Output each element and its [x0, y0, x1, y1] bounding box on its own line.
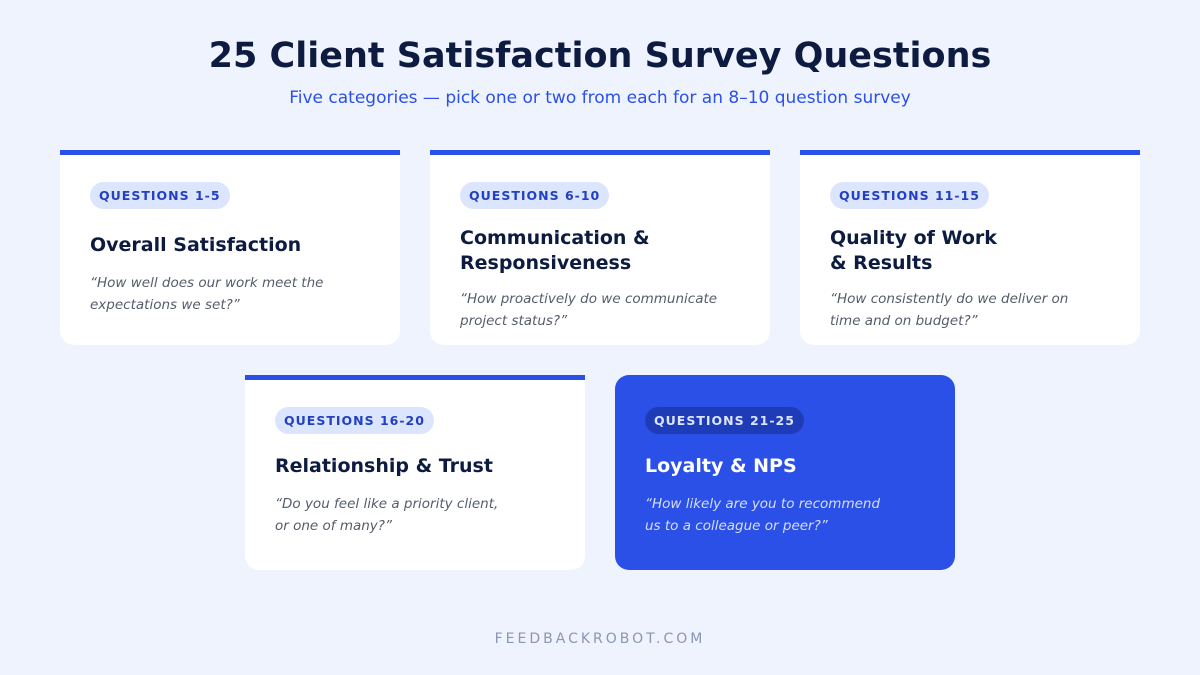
card-quote: “Do you feel like a priority client, or …	[275, 496, 499, 534]
card-title: Loyalty & NPS	[645, 455, 797, 477]
badge: QUESTIONS 6-10	[460, 182, 610, 209]
category-card: QUESTIONS 11-15 Quality of Work & Result…	[800, 150, 1140, 345]
category-card: QUESTIONS 16-20 Relationship & Trust “Do…	[245, 375, 585, 570]
page-title: 25 Client Satisfaction Survey Questions	[208, 36, 992, 76]
page-subtitle: Five categories — pick one or two from e…	[289, 88, 911, 108]
card-quote: “How proactively do we communicate proje…	[460, 291, 718, 329]
footer: FEEDBACKROBOT.COM	[494, 631, 706, 647]
card-quote: “How likely are you to recommend us to a…	[645, 496, 881, 534]
card-quote: “How consistently do we deliver on time …	[830, 291, 1069, 329]
highlight-card: QUESTIONS 21-25 Loyalty & NPS “How likel…	[615, 375, 955, 570]
card-title: Overall Satisfaction	[90, 234, 302, 256]
badge: QUESTIONS 21-25	[645, 407, 804, 434]
badge: QUESTIONS 11-15	[830, 182, 989, 209]
card-title: Relationship & Trust	[275, 455, 493, 477]
card-title: Quality of Work & Results	[830, 227, 997, 274]
card-quote: “How well does our work meet the expecta…	[90, 275, 324, 313]
category-card: QUESTIONS 1-5 Overall Satisfaction “How …	[60, 150, 400, 345]
badge: QUESTIONS 1-5	[90, 182, 230, 209]
card-title: Communication & Responsiveness	[460, 227, 650, 274]
badge: QUESTIONS 16-20	[275, 407, 434, 434]
category-card: QUESTIONS 6-10 Communication & Responsiv…	[430, 150, 770, 345]
